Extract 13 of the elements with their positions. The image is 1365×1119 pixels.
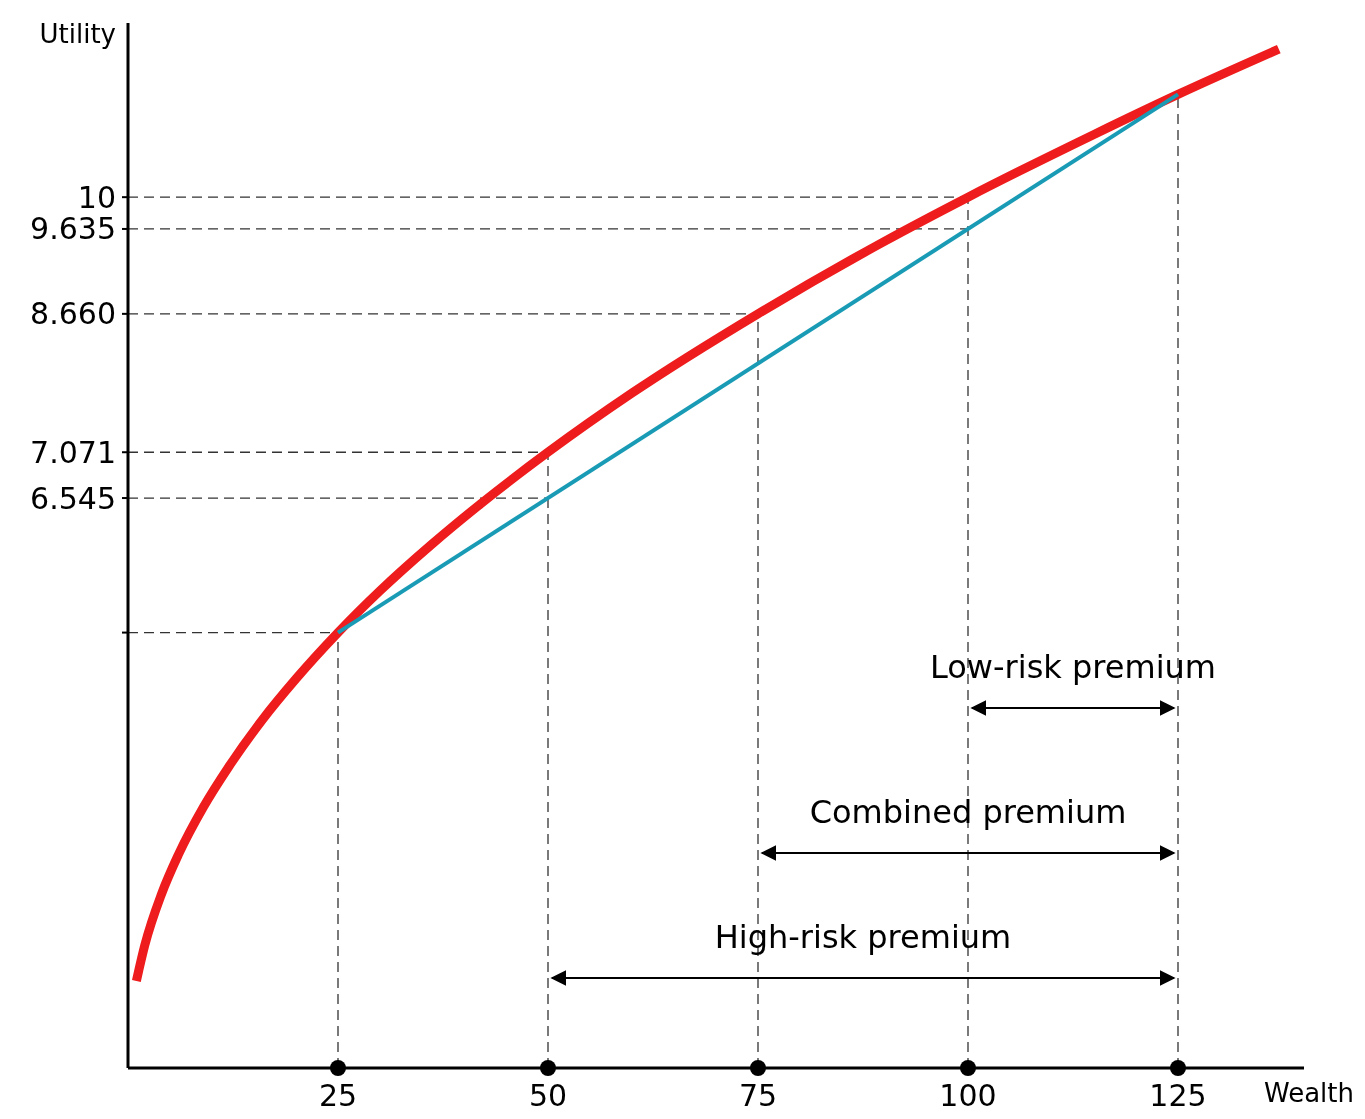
x-tick-label: 75 xyxy=(738,1078,778,1113)
y-tick-label: 8.660 xyxy=(30,296,116,332)
y-axis-title: Utility xyxy=(39,19,116,49)
x-tick-label: 50 xyxy=(528,1078,568,1113)
annotation: Low-risk premium xyxy=(930,648,1216,686)
x-axis-title: Wealth xyxy=(1263,1078,1354,1108)
annotation: High-risk premium xyxy=(714,918,1012,956)
annotation: Combined premium xyxy=(809,793,1127,831)
x-tick-label: 25 xyxy=(318,1078,358,1113)
y-tick-label: 6.545 xyxy=(30,480,116,516)
y-tick-label: 7.071 xyxy=(30,434,116,470)
x-tick-label: 100 xyxy=(939,1078,997,1113)
x-tick-label: 125 xyxy=(1149,1078,1207,1113)
